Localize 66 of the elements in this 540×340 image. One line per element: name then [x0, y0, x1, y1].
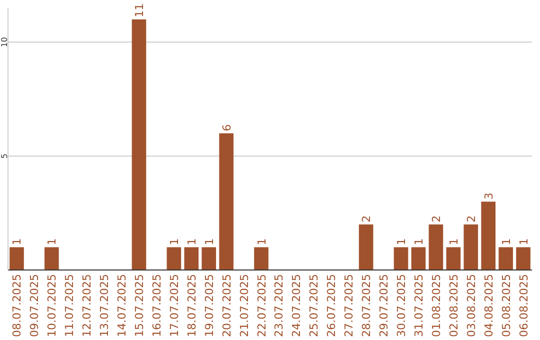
- bar: [184, 247, 199, 270]
- bar: [481, 202, 496, 270]
- x-tick-label: 09.07.2025: [28, 274, 42, 337]
- x-tick-label: 12.07.2025: [80, 274, 94, 337]
- data-label: 1: [185, 238, 198, 246]
- x-tick-label: 11.07.2025: [63, 274, 76, 337]
- data-label: 2: [360, 215, 374, 222]
- x-tick-label: 15.07.2025: [133, 274, 146, 337]
- data-label: 2: [464, 215, 478, 222]
- bar: [132, 19, 146, 270]
- data-label: 1: [412, 238, 426, 246]
- data-label: 3: [482, 192, 496, 200]
- y-tick-label: 10: [0, 37, 9, 48]
- data-label: 1: [517, 238, 530, 246]
- x-tick-label: 14.07.2025: [116, 274, 129, 337]
- x-tick-label: 05.08.2025: [500, 274, 513, 337]
- x-tick-label: 25.07.2025: [308, 274, 321, 337]
- bar: [10, 247, 24, 270]
- data-label: 1: [447, 238, 460, 246]
- data-label: 11: [133, 3, 146, 18]
- bar: [464, 224, 478, 270]
- x-tick-label: 13.07.2025: [98, 274, 112, 337]
- bar: [411, 247, 426, 270]
- x-tick-label: 16.07.2025: [150, 274, 164, 337]
- y-tick-label: 5: [0, 154, 9, 159]
- bar: [394, 247, 408, 270]
- data-label: 2: [430, 215, 443, 222]
- x-tick-label: 22.07.2025: [255, 274, 268, 337]
- x-tick-label: 30.07.2025: [395, 274, 408, 337]
- bar: [446, 247, 461, 270]
- data-label: 1: [168, 238, 181, 246]
- x-tick-label: 29.07.2025: [378, 274, 391, 337]
- bar: [498, 247, 513, 270]
- x-tick-label: 26.07.2025: [325, 274, 338, 337]
- x-tick-label: 23.07.2025: [272, 274, 286, 337]
- bar: [516, 247, 530, 270]
- x-tick-label: 17.07.2025: [168, 274, 181, 337]
- x-tick-label: 02.08.2025: [447, 274, 460, 337]
- x-tick-label: 27.07.2025: [342, 274, 356, 337]
- bar: [202, 247, 216, 270]
- x-tick-label: 06.08.2025: [517, 274, 530, 337]
- x-tick-label: 20.07.2025: [220, 274, 234, 337]
- bar: [358, 224, 374, 270]
- data-label: 1: [395, 238, 408, 246]
- x-tick-label: 19.07.2025: [202, 274, 216, 337]
- data-label: 1: [255, 238, 268, 246]
- x-tick-label: 24.07.2025: [290, 274, 304, 337]
- data-label: 6: [220, 124, 234, 132]
- x-tick-label: 18.07.2025: [185, 274, 198, 337]
- bar: [428, 224, 444, 270]
- x-tick-label: 21.07.2025: [238, 274, 251, 337]
- x-tick-label: 31.07.2025: [412, 274, 426, 337]
- x-tick-label: 28.07.2025: [360, 274, 374, 337]
- bar: [166, 247, 182, 270]
- data-label: 1: [500, 238, 513, 246]
- data-label: 1: [202, 238, 216, 246]
- bar: [219, 133, 234, 270]
- x-tick-label: 03.08.2025: [464, 274, 478, 337]
- x-tick-label: 01.08.2025: [430, 274, 443, 337]
- bar: [44, 247, 59, 270]
- bar: [254, 247, 268, 270]
- x-tick-label: 08.07.2025: [10, 274, 24, 337]
- data-label: 1: [46, 238, 59, 246]
- x-tick-label: 04.08.2025: [482, 274, 496, 337]
- data-label: 1: [10, 238, 24, 246]
- x-tick-label: 10.07.2025: [46, 274, 59, 337]
